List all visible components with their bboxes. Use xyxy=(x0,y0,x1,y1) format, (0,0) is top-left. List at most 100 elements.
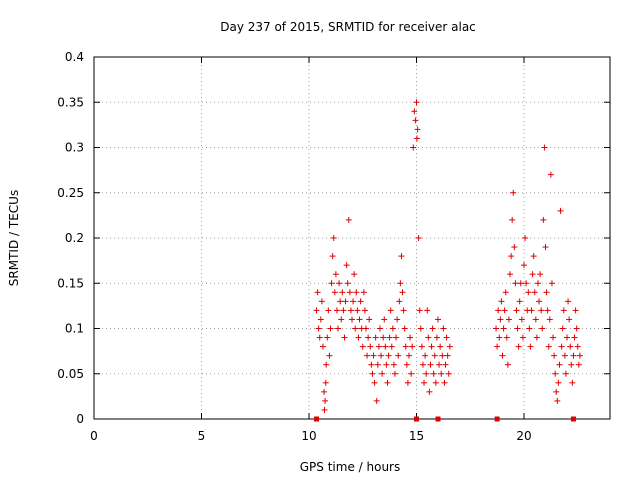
data-point xyxy=(572,307,579,314)
y-tick-labels: 0 0.05 0.1 0.15 0.2 0.25 0.3 0.35 0.4 xyxy=(57,50,84,426)
x-tick-label: 10 xyxy=(301,429,316,443)
data-point xyxy=(342,298,349,305)
data-point xyxy=(560,307,567,314)
data-point xyxy=(500,325,507,332)
data-point xyxy=(424,307,431,314)
data-point xyxy=(502,289,509,296)
data-point xyxy=(545,343,552,350)
data-point xyxy=(409,343,416,350)
data-point xyxy=(343,262,350,269)
data-point xyxy=(403,361,410,368)
y-axis-label: SRMTID / TECUs xyxy=(7,190,21,286)
data-point xyxy=(556,361,563,368)
grid-lines xyxy=(94,57,610,419)
data-point xyxy=(440,325,447,332)
data-point xyxy=(410,144,417,151)
data-point xyxy=(407,334,414,341)
data-point xyxy=(422,352,429,359)
data-point xyxy=(496,334,503,341)
data-point xyxy=(395,352,402,359)
data-point xyxy=(518,316,525,323)
data-point xyxy=(321,406,328,413)
data-point xyxy=(401,325,408,332)
y-tick-label: 0.1 xyxy=(65,322,84,336)
data-point xyxy=(421,379,428,386)
data-point xyxy=(402,343,409,350)
data-point xyxy=(318,298,325,305)
data-point xyxy=(542,244,549,251)
data-point xyxy=(338,316,345,323)
data-point xyxy=(555,379,562,386)
data-point xyxy=(513,307,520,314)
data-point xyxy=(557,207,564,214)
data-point xyxy=(423,370,430,377)
data-point xyxy=(501,307,508,314)
data-point xyxy=(444,352,451,359)
data-point xyxy=(554,397,561,404)
data-point xyxy=(333,307,340,314)
data-point xyxy=(529,271,536,278)
data-point xyxy=(569,379,576,386)
zero-marker xyxy=(435,416,441,422)
x-tick-label: 20 xyxy=(516,429,531,443)
data-point xyxy=(347,307,354,314)
data-point xyxy=(370,352,377,359)
x-axis-label: GPS time / hours xyxy=(300,460,401,474)
data-point xyxy=(404,379,411,386)
data-point xyxy=(576,352,583,359)
data-point xyxy=(494,343,501,350)
data-point xyxy=(515,343,522,350)
data-point xyxy=(431,352,438,359)
data-point xyxy=(357,298,364,305)
data-point xyxy=(384,379,391,386)
data-point xyxy=(512,280,519,287)
data-point xyxy=(527,343,534,350)
data-point xyxy=(436,361,443,368)
data-point xyxy=(364,352,371,359)
data-point xyxy=(566,316,573,323)
data-point xyxy=(376,325,383,332)
x-tick-labels: 0 5 10 15 20 xyxy=(90,429,531,443)
data-point xyxy=(419,361,426,368)
data-point xyxy=(352,325,359,332)
data-point xyxy=(374,361,381,368)
data-point xyxy=(543,289,550,296)
data-point xyxy=(553,388,560,395)
data-point xyxy=(522,235,529,241)
data-point xyxy=(493,325,500,332)
data-point xyxy=(324,334,331,341)
data-point xyxy=(495,307,502,314)
plot-frame xyxy=(93,56,611,420)
zero-marker xyxy=(414,416,419,422)
y-tick-label: 0.2 xyxy=(65,231,84,245)
data-point xyxy=(437,343,444,350)
data-point xyxy=(548,280,555,287)
data-point xyxy=(360,289,367,296)
data-point xyxy=(428,343,435,350)
data-point xyxy=(547,171,554,178)
data-point xyxy=(379,370,386,377)
data-point xyxy=(323,361,330,368)
data-point xyxy=(441,379,448,386)
data-point xyxy=(344,280,351,287)
data-point xyxy=(373,397,380,404)
data-point xyxy=(539,325,546,332)
data-point xyxy=(382,343,389,350)
data-point xyxy=(573,325,580,332)
data-point xyxy=(393,334,400,341)
data-point xyxy=(317,316,324,323)
data-point xyxy=(544,307,551,314)
data-point xyxy=(350,298,357,305)
data-point xyxy=(392,370,398,377)
data-point xyxy=(445,370,452,377)
data-point xyxy=(335,325,342,332)
data-point xyxy=(387,307,394,314)
data-point xyxy=(427,361,434,368)
data-point xyxy=(394,316,401,323)
data-point xyxy=(570,352,577,359)
data-point xyxy=(397,280,404,287)
data-point xyxy=(438,370,445,377)
data-point xyxy=(430,370,437,377)
chart-title: Day 237 of 2015, SRMTID for receiver ala… xyxy=(220,20,476,34)
data-point xyxy=(433,334,440,341)
